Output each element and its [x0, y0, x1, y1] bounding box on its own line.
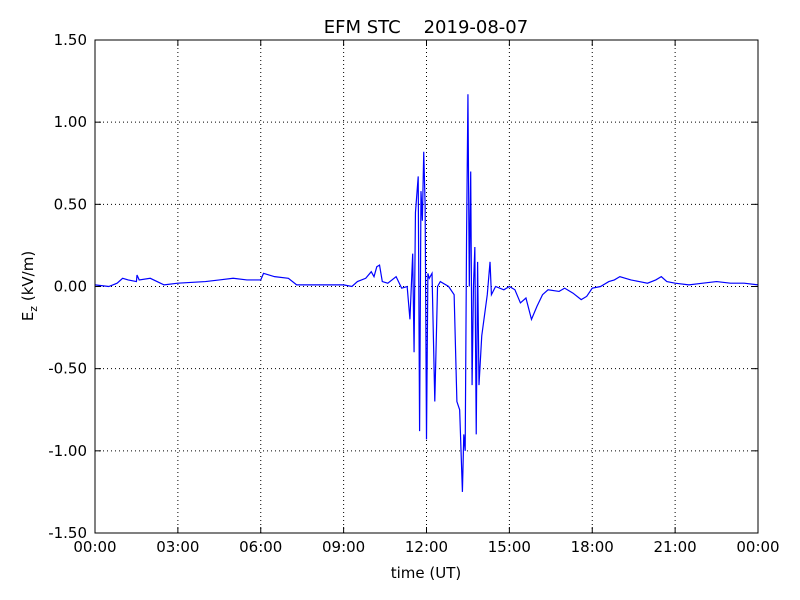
- x-tick-label: 03:00: [156, 538, 199, 556]
- x-tick-label: 18:00: [571, 538, 614, 556]
- y-tick-label: -1.50: [48, 524, 87, 542]
- y-tick-label: 0.50: [54, 195, 87, 213]
- x-tick-label: 15:00: [488, 538, 531, 556]
- y-tick-label: -0.50: [48, 360, 87, 378]
- plot-frame: [94, 39, 759, 534]
- x-axis-label: time (UT): [391, 564, 462, 582]
- y-tick-label: 1.50: [54, 31, 87, 49]
- chart-title: EFM STC 2019-08-07: [324, 17, 528, 38]
- y-label-main: E: [19, 312, 37, 321]
- x-tick-label: 00:00: [736, 538, 779, 556]
- y-tick-label: 0.00: [54, 278, 87, 296]
- x-tick-label: 21:00: [654, 538, 697, 556]
- x-tick-label: 12:00: [405, 538, 448, 556]
- y-axis-label: Ez (kV/m): [19, 251, 40, 321]
- y-label-sub: z: [27, 306, 40, 312]
- y-tick-label: -1.00: [48, 442, 87, 460]
- x-tick-label: 06:00: [239, 538, 282, 556]
- x-tick-label: 00:00: [73, 538, 116, 556]
- x-tick-label: 09:00: [322, 538, 365, 556]
- y-tick-label: 1.00: [54, 113, 87, 131]
- data-line: [94, 94, 759, 492]
- y-label-unit: (kV/m): [19, 251, 37, 306]
